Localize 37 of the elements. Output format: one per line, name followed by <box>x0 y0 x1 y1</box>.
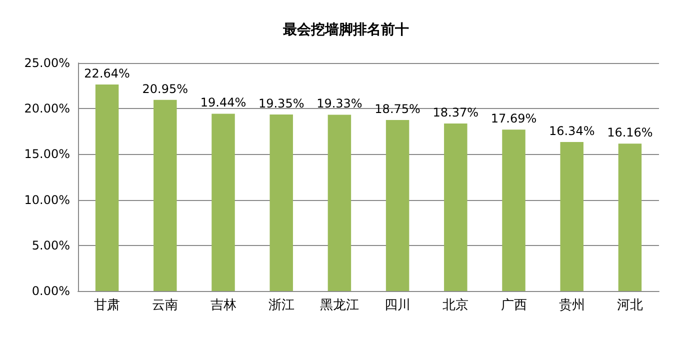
bar <box>95 84 119 291</box>
y-tick-label: 5.00% <box>32 238 70 252</box>
y-tick-label: 20.00% <box>24 102 70 116</box>
data-label: 20.95% <box>142 82 188 96</box>
y-tick-label: 25.00% <box>24 56 70 70</box>
data-label: 18.37% <box>432 105 479 120</box>
data-label: 19.35% <box>258 96 304 111</box>
y-tick-label: 0.00% <box>32 284 70 298</box>
y-tick-label: 15.00% <box>24 147 70 162</box>
data-label: 22.64% <box>84 66 130 81</box>
bar <box>154 100 177 291</box>
bar <box>618 144 642 291</box>
x-tick-label: 河北 <box>616 298 643 313</box>
x-tick-label: 北京 <box>442 298 469 313</box>
x-tick-label: 广西 <box>500 298 527 313</box>
bar <box>502 130 526 291</box>
x-tick-label: 吉林 <box>210 298 236 313</box>
data-label: 16.16% <box>607 126 653 140</box>
x-tick-label: 四川 <box>384 298 411 313</box>
x-tick-label: 甘肃 <box>94 298 120 313</box>
data-label: 18.75% <box>374 102 420 116</box>
bar <box>270 114 293 291</box>
x-tick-label: 贵州 <box>558 298 585 313</box>
bar <box>212 114 235 291</box>
x-tick-label: 浙江 <box>268 298 294 313</box>
x-tick-label: 黑龙江 <box>320 298 359 313</box>
data-label: 16.34% <box>548 124 595 138</box>
chart-title: 最会挖墙脚排名前十 <box>282 22 409 38</box>
bar <box>444 123 468 291</box>
x-tick-label: 云南 <box>152 298 178 313</box>
bar <box>560 142 584 291</box>
bar <box>328 114 352 291</box>
data-label: 17.69% <box>490 112 537 126</box>
y-tick-label: 10.00% <box>24 192 70 207</box>
data-label: 19.33% <box>316 96 362 111</box>
bar <box>386 120 410 291</box>
data-label: 19.44% <box>200 96 246 110</box>
